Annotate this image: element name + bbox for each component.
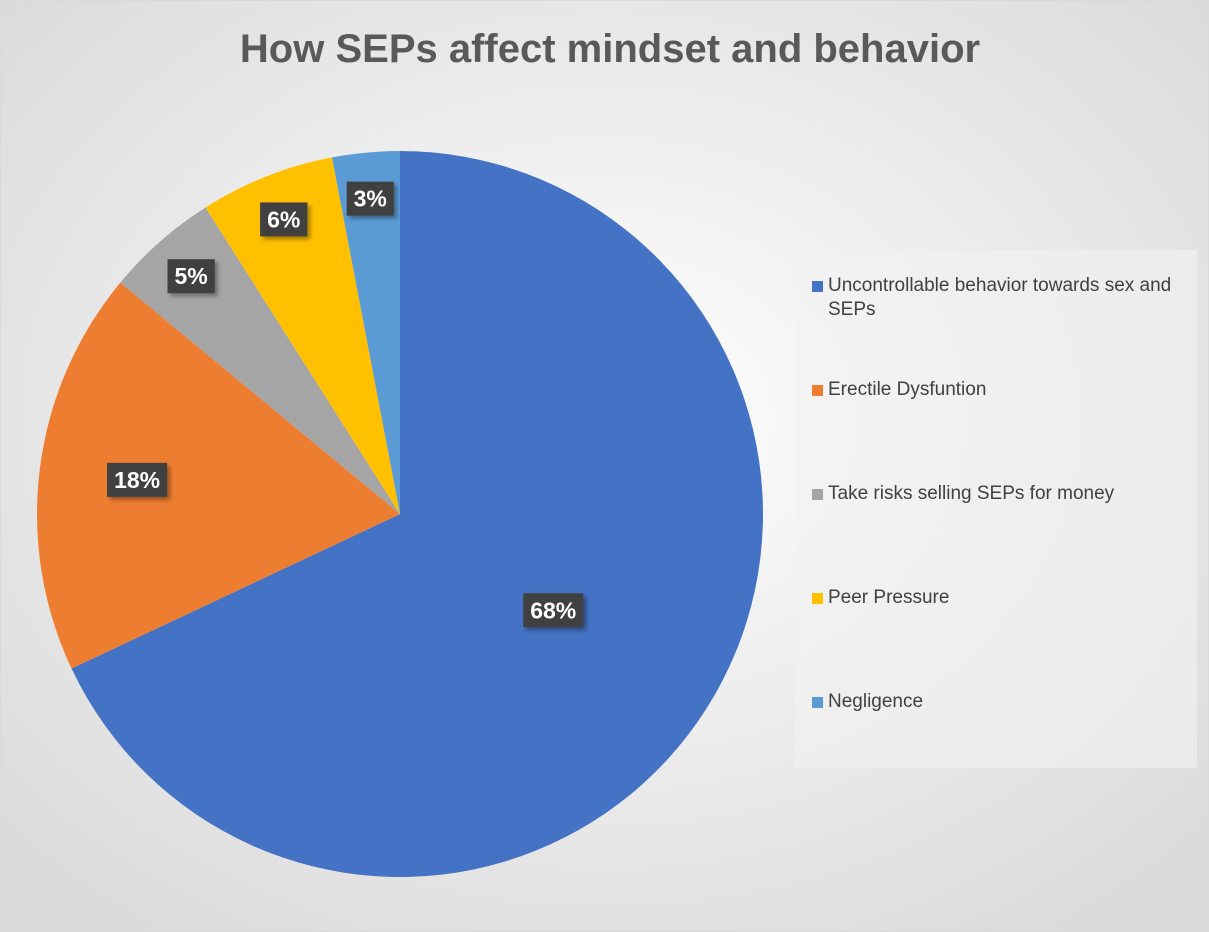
pie-slice (71, 151, 764, 877)
legend-item: Erectile Dysfuntion (812, 378, 1187, 482)
legend-swatch (812, 489, 823, 500)
data-label-box (346, 181, 394, 216)
legend-item: Take risks selling SEPs for money (812, 482, 1187, 586)
legend-item: Negligence (812, 690, 1187, 794)
legend-label: Take risks selling SEPs for money (828, 483, 1115, 504)
legend-label: Negligence (828, 691, 924, 712)
data-label-box (167, 259, 215, 294)
data-label-text: 3% (354, 186, 387, 212)
pie-slice (205, 157, 400, 514)
legend-label: Peer Pressure (828, 587, 950, 608)
data-label: 5% (167, 259, 215, 294)
pie-slice (331, 151, 400, 514)
data-label-box (107, 462, 168, 497)
chart-title: How SEPs affect mindset and behavior (240, 27, 980, 71)
data-label-text: 68% (530, 597, 576, 623)
legend-swatch (812, 697, 823, 708)
pie-slice (36, 282, 400, 669)
legend-item: Peer Pressure (812, 586, 1187, 690)
legend-item: Uncontrollable behavior towards sex and … (812, 274, 1187, 378)
data-label-text: 5% (175, 263, 208, 289)
legend-label: Erectile Dysfuntion (828, 379, 987, 400)
legend: Uncontrollable behavior towards sex and … (795, 250, 1197, 768)
data-label-box (260, 202, 308, 237)
legend-swatch (812, 385, 823, 396)
data-label: 68% (523, 593, 584, 628)
data-label: 6% (260, 202, 308, 237)
data-label-text: 18% (114, 467, 160, 493)
legend-label: Uncontrollable behavior towards sex and … (828, 275, 1172, 320)
data-label-box (523, 593, 584, 628)
data-label: 18% (107, 462, 168, 497)
data-label-text: 6% (267, 206, 300, 232)
legend-swatch (812, 593, 823, 604)
legend-swatch (812, 281, 823, 292)
data-label: 3% (346, 181, 394, 216)
